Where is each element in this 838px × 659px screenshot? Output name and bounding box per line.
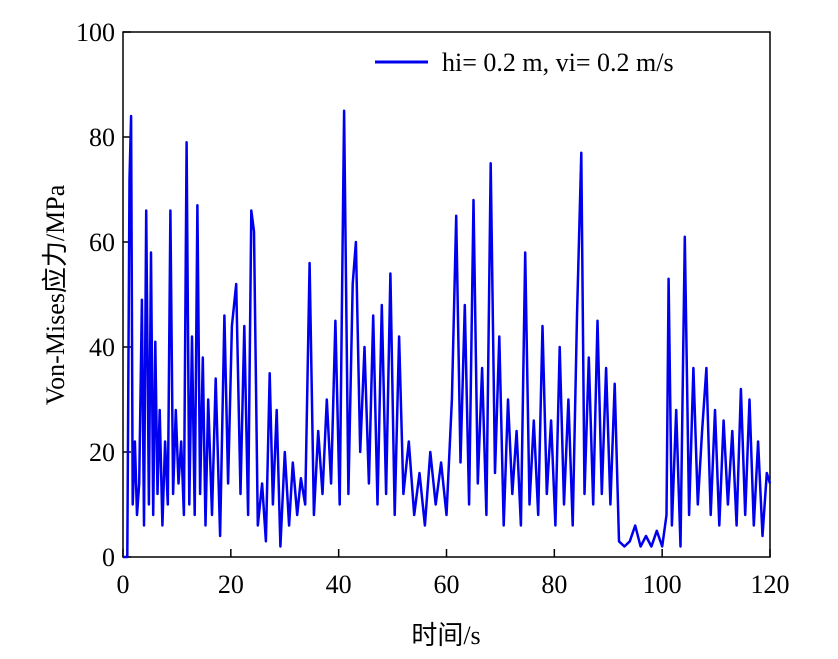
y-tick-label: 60	[89, 228, 115, 257]
y-tick-label: 0	[102, 543, 115, 572]
y-tick-label: 20	[89, 438, 115, 467]
x-tick-label: 20	[218, 570, 244, 599]
y-axis-label: Von-Mises应力/MPa	[41, 184, 70, 405]
y-tick-label: 40	[89, 333, 115, 362]
data-line	[123, 109, 772, 559]
x-tick-label: 100	[643, 570, 682, 599]
x-tick-label: 120	[751, 570, 790, 599]
legend-label: hi= 0.2 m, vi= 0.2 m/s	[442, 48, 674, 77]
y-tick-label: 100	[76, 18, 115, 47]
x-axis-label: 时间/s	[411, 621, 480, 650]
x-tick-label: 60	[434, 570, 460, 599]
x-tick-label: 80	[541, 570, 567, 599]
y-tick-label: 80	[89, 123, 115, 152]
x-tick-label: 40	[326, 570, 352, 599]
x-tick-label: 0	[117, 570, 130, 599]
